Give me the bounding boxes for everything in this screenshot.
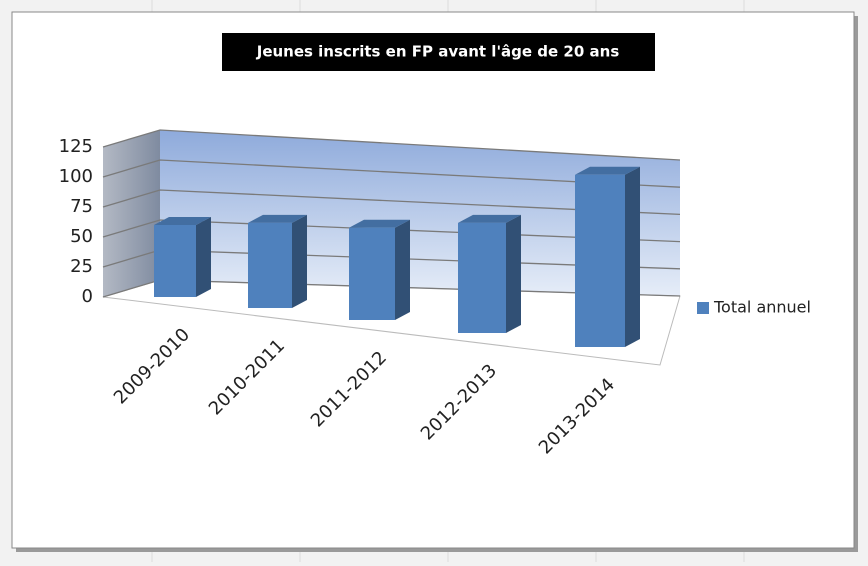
y-tick-label: 25 xyxy=(70,256,93,277)
bar-side xyxy=(395,219,410,320)
title-box xyxy=(222,33,655,71)
bar-side xyxy=(625,166,640,347)
bar-top xyxy=(575,166,640,175)
bar-side xyxy=(292,214,307,308)
grid-line xyxy=(102,189,681,216)
y-tick-label: 100 xyxy=(59,166,93,187)
side-wall xyxy=(103,130,160,297)
bar xyxy=(458,222,506,333)
bar xyxy=(154,225,196,297)
y-tick-label: 125 xyxy=(59,136,93,157)
bar-top xyxy=(349,219,410,228)
bar-top xyxy=(154,217,211,225)
bar-top xyxy=(458,214,521,223)
bar-side xyxy=(196,217,211,297)
bar xyxy=(248,222,292,308)
y-tick-label: 75 xyxy=(70,196,93,217)
grid-line xyxy=(102,159,681,188)
chart-title: Jeunes inscrits en FP avant l'âge de 20 … xyxy=(256,43,620,61)
legend-swatch xyxy=(697,302,709,314)
bars xyxy=(154,166,640,347)
y-tick-label: 0 xyxy=(82,286,93,307)
legend-label: Total annuel xyxy=(713,298,811,317)
bar xyxy=(349,227,395,320)
bar-top xyxy=(248,214,307,223)
grid-line xyxy=(102,129,681,161)
y-tick-label: 50 xyxy=(70,226,93,247)
bar-side xyxy=(506,214,521,333)
bar xyxy=(575,174,625,347)
